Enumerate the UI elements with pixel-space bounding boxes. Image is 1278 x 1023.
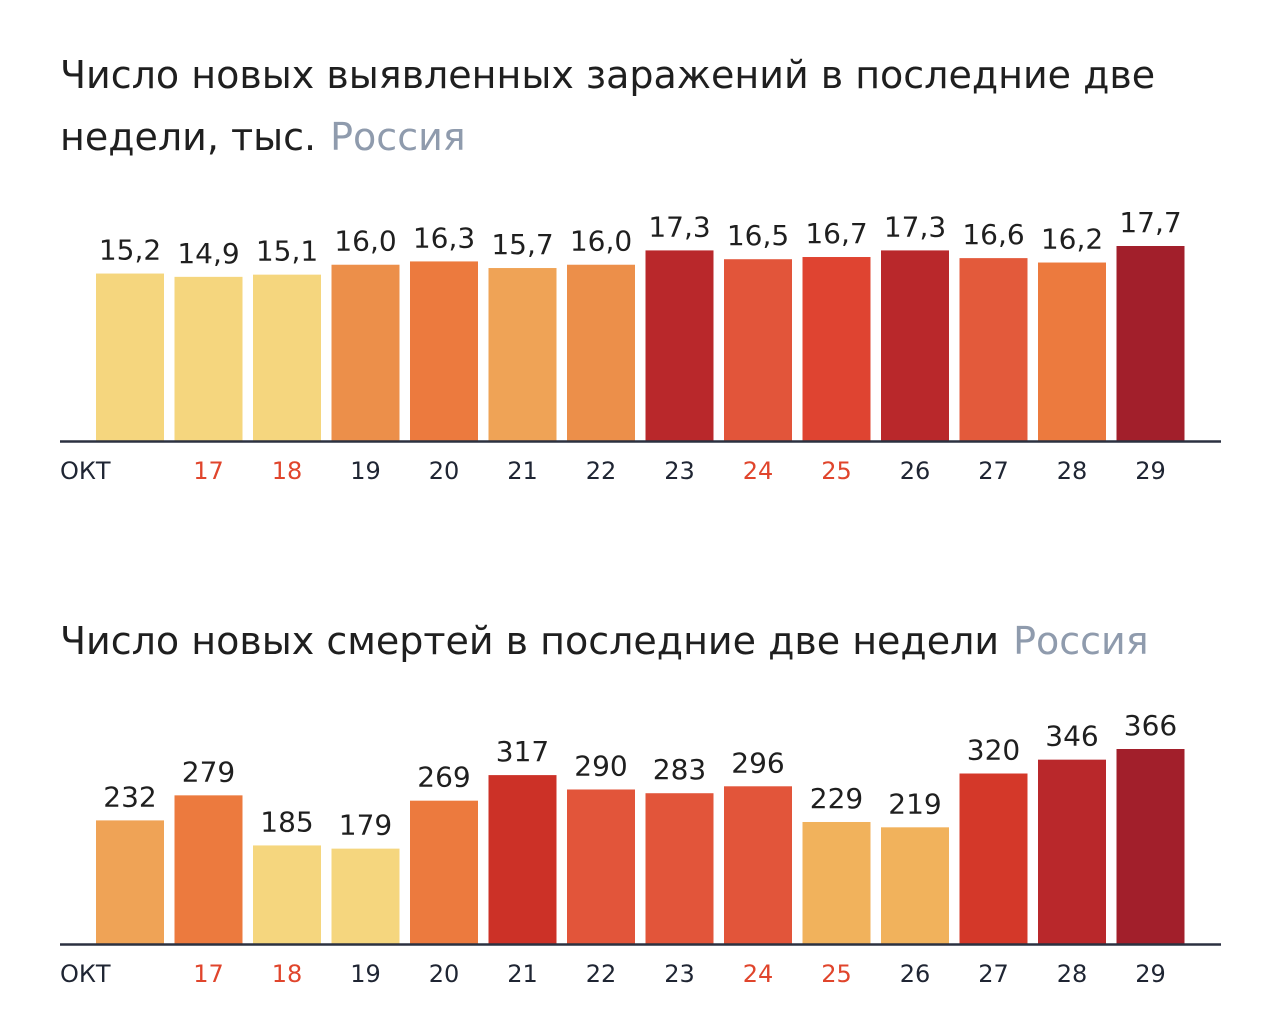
infections-bar-25 [802, 257, 871, 441]
deaths-region-label: Россия [1013, 619, 1149, 663]
deaths-bar-22 [567, 789, 635, 944]
infections-value-label-25: 16,7 [805, 217, 867, 250]
deaths-bar-21 [488, 775, 557, 944]
deaths-bar-17 [174, 795, 243, 944]
deaths-tick-label-27: 27 [978, 960, 1009, 988]
infections-chart-title: Число новых выявленных заражений в после… [60, 44, 1220, 168]
infections-bar-28 [1038, 262, 1106, 441]
infections-value-label-19: 16,0 [334, 225, 396, 258]
deaths-bar-24 [724, 786, 792, 944]
infections-tick-label-18: 18 [272, 457, 303, 485]
deaths-tick-label-22: 22 [586, 960, 617, 988]
infections-value-label-28: 16,2 [1041, 223, 1103, 256]
deaths-tick-label-18: 18 [272, 960, 303, 988]
infections-tick-label-17: 17 [193, 457, 224, 485]
deaths-tick-label-29: 29 [1135, 960, 1166, 988]
infections-value-label-17: 14,9 [177, 237, 239, 270]
deaths-value-label-17: 279 [182, 755, 235, 788]
infections-tick-label-25: 25 [821, 457, 852, 485]
deaths-bar-26 [881, 827, 949, 944]
infections-tick-label-26: 26 [900, 457, 931, 485]
infections-title-text: Число новых выявленных заражений в после… [60, 53, 1156, 159]
infections-region-label: Россия [330, 115, 466, 159]
deaths-tick-label-25: 25 [821, 960, 852, 988]
deaths-tick-label-19: 19 [350, 960, 381, 988]
deaths-tick-label-17: 17 [193, 960, 224, 988]
deaths-bar-25 [802, 821, 871, 944]
deaths-value-label-26: 219 [888, 787, 941, 820]
deaths-value-label-21: 317 [496, 735, 549, 768]
deaths-bar-20 [410, 800, 478, 944]
infections-tick-label-22: 22 [586, 457, 617, 485]
deaths-value-label-18: 185 [260, 805, 313, 838]
infections-value-label-18: 15,1 [256, 235, 318, 268]
deaths-bar-28 [1038, 759, 1106, 944]
infections-tick-label-23: 23 [664, 457, 695, 485]
infections-bar-23 [645, 250, 714, 441]
infections-bar-22 [567, 264, 635, 441]
deaths-month-label: ОКТ [60, 960, 111, 988]
infections-bar-21 [488, 268, 557, 441]
infections-value-label-26: 17,3 [884, 210, 946, 243]
infections-value-label-20: 16,3 [413, 221, 475, 254]
infections-tick-label-19: 19 [350, 457, 381, 485]
infections-value-label-24: 16,5 [727, 219, 789, 252]
infections-bar-26 [881, 250, 949, 441]
deaths-tick-label-26: 26 [900, 960, 931, 988]
infections-value-label-29: 17,7 [1119, 206, 1181, 239]
infections-value-label-21: 15,7 [491, 228, 553, 261]
infections-value-label-23: 17,3 [648, 210, 710, 243]
deaths-value-label-16: 232 [103, 780, 156, 813]
infections-value-label-22: 16,0 [570, 225, 632, 258]
deaths-value-label-29: 366 [1124, 709, 1177, 742]
infections-tick-label-21: 21 [507, 457, 538, 485]
deaths-tick-label-28: 28 [1057, 960, 1088, 988]
deaths-value-label-28: 346 [1045, 720, 1098, 753]
deaths-tick-label-24: 24 [743, 960, 774, 988]
deaths-bar-29 [1116, 749, 1185, 944]
infections-month-label: ОКТ [60, 457, 111, 485]
deaths-value-label-20: 269 [417, 761, 470, 794]
infections-value-label-27: 16,6 [962, 218, 1024, 251]
deaths-title-text: Число новых смертей в последние две неде… [60, 619, 1000, 663]
deaths-bar-19 [331, 848, 400, 944]
infections-bar-chart: 15,2 14,9 17 15,1 18 16,0 19 16,3 20 15,7 21 16,0 22… [60, 206, 1221, 485]
infections-bar-24 [724, 259, 792, 441]
deaths-tick-label-21: 21 [507, 960, 538, 988]
deaths-value-label-22: 290 [574, 749, 627, 782]
deaths-value-label-27: 320 [967, 734, 1020, 767]
deaths-value-label-24: 296 [731, 746, 784, 779]
infections-value-label-16: 15,2 [99, 234, 161, 267]
infections-bar-17 [174, 276, 243, 441]
infections-bar-19 [331, 264, 400, 441]
deaths-value-label-19: 179 [339, 809, 392, 842]
infections-tick-label-24: 24 [743, 457, 774, 485]
deaths-bar-27 [959, 773, 1028, 944]
deaths-chart-title: Число новых смертей в последние две неде… [60, 610, 1260, 672]
deaths-value-label-23: 283 [653, 753, 706, 786]
deaths-value-label-25: 229 [810, 782, 863, 815]
deaths-bar-16 [96, 820, 164, 944]
infections-bar-20 [410, 261, 478, 441]
infections-bar-27 [959, 258, 1028, 441]
infections-tick-label-20: 20 [429, 457, 460, 485]
infections-bar-18 [253, 274, 321, 441]
deaths-bar-18 [253, 845, 321, 944]
infections-tick-label-28: 28 [1057, 457, 1088, 485]
deaths-tick-label-23: 23 [664, 960, 695, 988]
infections-bar-29 [1116, 246, 1185, 441]
infections-bar-16 [96, 273, 164, 441]
infections-tick-label-27: 27 [978, 457, 1009, 485]
deaths-bar-23 [645, 793, 714, 944]
infections-tick-label-29: 29 [1135, 457, 1166, 485]
deaths-tick-label-20: 20 [429, 960, 460, 988]
